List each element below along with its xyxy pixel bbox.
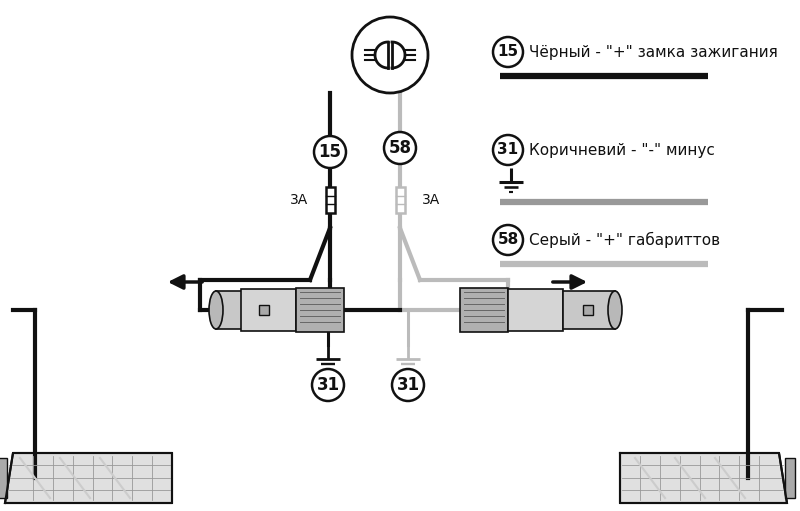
Circle shape xyxy=(312,369,344,401)
Ellipse shape xyxy=(608,291,622,329)
Text: Серый - "+" габариттов: Серый - "+" габариттов xyxy=(529,232,720,248)
Bar xyxy=(259,305,269,315)
Circle shape xyxy=(352,17,428,93)
Circle shape xyxy=(314,136,346,168)
Text: 31: 31 xyxy=(498,143,518,157)
Bar xyxy=(0,458,7,498)
Bar xyxy=(296,288,344,332)
Text: 31: 31 xyxy=(317,376,339,394)
Text: Чёрный - "+" замка зажигания: Чёрный - "+" замка зажигания xyxy=(529,44,778,59)
Ellipse shape xyxy=(209,291,223,329)
Polygon shape xyxy=(620,453,787,503)
Text: Коричневий - "-" минус: Коричневий - "-" минус xyxy=(529,143,715,157)
Circle shape xyxy=(493,225,523,255)
Text: 15: 15 xyxy=(498,44,518,59)
Circle shape xyxy=(493,37,523,67)
Bar xyxy=(395,187,405,213)
Text: 58: 58 xyxy=(389,139,411,157)
Bar xyxy=(326,187,334,213)
Text: 3А: 3А xyxy=(290,193,308,207)
Text: 15: 15 xyxy=(318,143,342,161)
Polygon shape xyxy=(5,453,172,503)
Bar xyxy=(216,291,268,329)
Circle shape xyxy=(392,369,424,401)
Text: 3А: 3А xyxy=(422,193,440,207)
Text: 58: 58 xyxy=(498,233,518,247)
Bar xyxy=(785,458,795,498)
Circle shape xyxy=(493,135,523,165)
Bar xyxy=(583,305,593,315)
Bar xyxy=(241,289,296,331)
Circle shape xyxy=(384,132,416,164)
Bar xyxy=(508,289,563,331)
Bar xyxy=(460,288,508,332)
Bar xyxy=(563,291,615,329)
Text: 31: 31 xyxy=(397,376,419,394)
